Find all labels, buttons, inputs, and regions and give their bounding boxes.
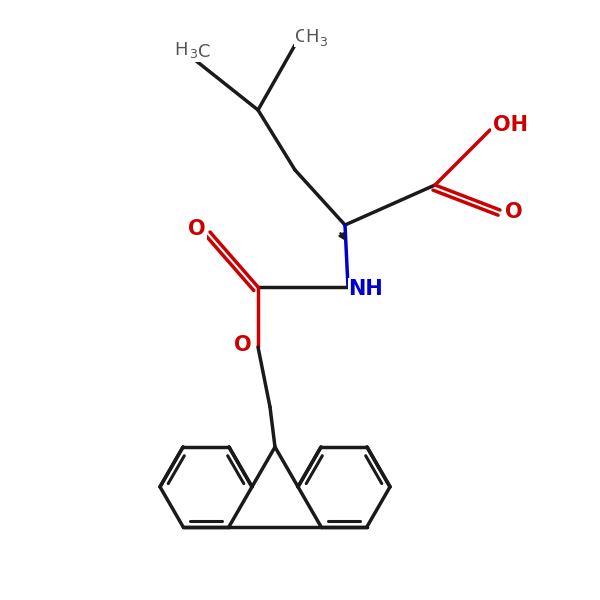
Text: 3: 3 bbox=[189, 49, 197, 61]
Text: H: H bbox=[174, 41, 188, 59]
Text: NH: NH bbox=[349, 279, 383, 299]
Text: O: O bbox=[505, 202, 523, 222]
Text: O: O bbox=[188, 219, 206, 239]
Text: 3: 3 bbox=[319, 35, 327, 49]
Text: OH: OH bbox=[493, 115, 527, 135]
Text: C: C bbox=[198, 43, 210, 61]
Text: C: C bbox=[295, 28, 307, 46]
Text: H: H bbox=[305, 28, 319, 46]
Text: O: O bbox=[234, 335, 252, 355]
